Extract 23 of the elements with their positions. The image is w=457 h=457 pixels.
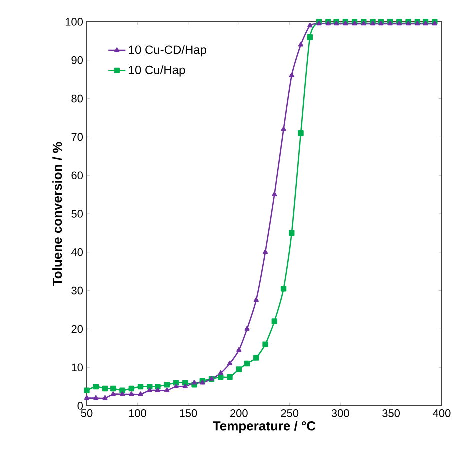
y-tick-label: 80 [72,94,84,103]
legend-label: 10 Cu/Hap [129,66,186,77]
y-tick-label: 50 [72,210,84,218]
x-tick-label: 150 [180,410,198,418]
y-tick-label: 30 [72,286,84,295]
y-tick-label: 100 [66,18,84,26]
y-tick-label: 90 [72,56,84,64]
y-axis-title: Toluene conversion / % [52,142,62,286]
y-tick-label: 0 [78,402,84,410]
y-tick-label: 10 [72,364,84,372]
x-tick-label: 300 [332,410,350,418]
y-tick-label: 70 [72,133,84,142]
legend-label: 10 Cu-CD/Hap [129,45,206,57]
x-tick-label: 400 [433,410,451,418]
x-tick-label: 50 [81,410,93,418]
x-tick-label: 350 [382,410,400,418]
x-axis-title: Temperature / °C [213,421,316,434]
y-tick-label: 20 [72,325,84,334]
x-tick-label: 100 [129,410,146,418]
x-tick-label: 200 [230,410,248,418]
y-tick-label: 60 [72,172,84,180]
y-tick-label: 40 [71,248,84,256]
x-tick-label: 250 [281,410,299,418]
